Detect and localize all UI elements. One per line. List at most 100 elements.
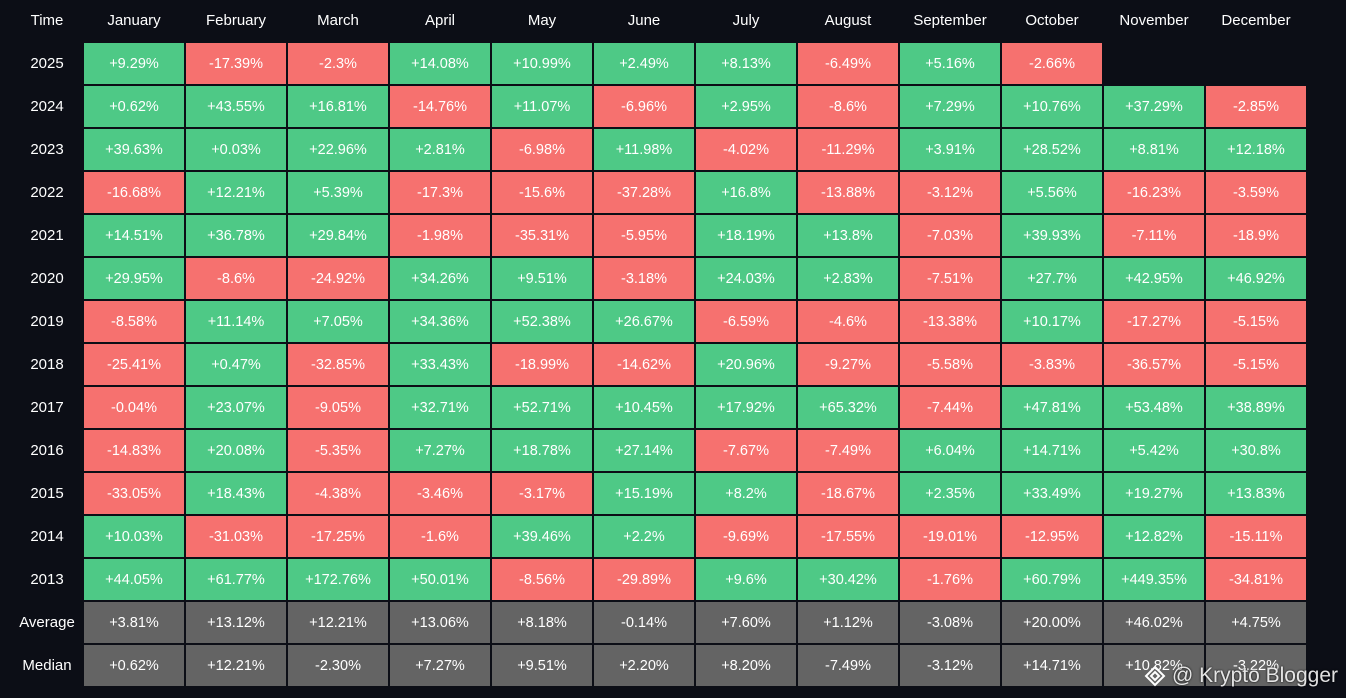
cell: -5.15%: [1206, 344, 1306, 385]
cell: -5.58%: [900, 344, 1000, 385]
cell: -9.69%: [696, 516, 796, 557]
cell: +8.13%: [696, 43, 796, 84]
cell: -14.62%: [594, 344, 694, 385]
cell: +449.35%: [1104, 559, 1204, 600]
cell: -6.98%: [492, 129, 592, 170]
cell: +5.39%: [288, 172, 388, 213]
cell: +53.48%: [1104, 387, 1204, 428]
cell: +19.27%: [1104, 473, 1204, 514]
cell: +13.06%: [390, 602, 490, 643]
cell: +12.21%: [186, 645, 286, 686]
cell: -5.95%: [594, 215, 694, 256]
column-header: August: [824, 12, 872, 29]
row-label: 2024: [30, 98, 64, 115]
cell: -6.49%: [798, 43, 898, 84]
watermark: @ Krypto Blogger: [1144, 664, 1338, 688]
cell: +46.92%: [1206, 258, 1306, 299]
cell: +29.84%: [288, 215, 388, 256]
cell: +37.29%: [1104, 86, 1204, 127]
cell: +46.02%: [1104, 602, 1204, 643]
cell: +7.27%: [390, 645, 490, 686]
cell: -7.49%: [798, 430, 898, 471]
column-header: July: [732, 12, 760, 29]
cell: -4.02%: [696, 129, 796, 170]
cell: +2.81%: [390, 129, 490, 170]
cell: +23.07%: [186, 387, 286, 428]
cell: -17.25%: [288, 516, 388, 557]
cell: -8.6%: [798, 86, 898, 127]
cell: -7.49%: [798, 645, 898, 686]
cell: -18.99%: [492, 344, 592, 385]
cell: -17.39%: [186, 43, 286, 84]
cell: -16.23%: [1104, 172, 1204, 213]
cell: +14.71%: [1002, 645, 1102, 686]
cell: -3.08%: [900, 602, 1000, 643]
cell: +39.93%: [1002, 215, 1102, 256]
cell: +0.62%: [84, 645, 184, 686]
cell: +52.71%: [492, 387, 592, 428]
cell: -31.03%: [186, 516, 286, 557]
cell: -32.85%: [288, 344, 388, 385]
cell: +14.71%: [1002, 430, 1102, 471]
cell: -34.81%: [1206, 559, 1306, 600]
cell: -5.15%: [1206, 301, 1306, 342]
cell: -25.41%: [84, 344, 184, 385]
cell: -17.55%: [798, 516, 898, 557]
cell: +9.29%: [84, 43, 184, 84]
cell: +33.49%: [1002, 473, 1102, 514]
cell: -5.35%: [288, 430, 388, 471]
column-header: January: [107, 12, 161, 29]
cell: -2.66%: [1002, 43, 1102, 84]
cell: +9.51%: [492, 645, 592, 686]
cell: -12.95%: [1002, 516, 1102, 557]
column-header: Time: [30, 12, 64, 29]
cell: +7.29%: [900, 86, 1000, 127]
cell: +1.12%: [798, 602, 898, 643]
cell: +20.96%: [696, 344, 796, 385]
cell: -9.05%: [288, 387, 388, 428]
row-label: 2025: [30, 55, 64, 72]
row-label: 2013: [30, 571, 64, 588]
cell: +10.76%: [1002, 86, 1102, 127]
cell: +5.42%: [1104, 430, 1204, 471]
cell: +3.91%: [900, 129, 1000, 170]
cell: -35.31%: [492, 215, 592, 256]
cell: -7.67%: [696, 430, 796, 471]
cell: +65.32%: [798, 387, 898, 428]
cell: +39.46%: [492, 516, 592, 557]
cell: +11.07%: [492, 86, 592, 127]
cell: +9.51%: [492, 258, 592, 299]
cell: -4.6%: [798, 301, 898, 342]
cell: -3.22%: [1206, 645, 1306, 686]
cell: -17.3%: [390, 172, 490, 213]
cell: -3.12%: [900, 172, 1000, 213]
cell: +26.67%: [594, 301, 694, 342]
column-header: October: [1025, 12, 1079, 29]
cell: -16.68%: [84, 172, 184, 213]
cell: +52.38%: [492, 301, 592, 342]
cell: +18.78%: [492, 430, 592, 471]
cell: -7.03%: [900, 215, 1000, 256]
cell: -29.89%: [594, 559, 694, 600]
cell: +36.78%: [186, 215, 286, 256]
cell: -17.27%: [1104, 301, 1204, 342]
cell: -0.04%: [84, 387, 184, 428]
cell: -8.6%: [186, 258, 286, 299]
row-label: 2022: [30, 184, 64, 201]
cell: -2.85%: [1206, 86, 1306, 127]
cell: -18.67%: [798, 473, 898, 514]
cell: -24.92%: [288, 258, 388, 299]
cell: +3.81%: [84, 602, 184, 643]
column-header: November: [1119, 12, 1189, 29]
cell: +8.20%: [696, 645, 796, 686]
cell: +5.56%: [1002, 172, 1102, 213]
cell: +43.55%: [186, 86, 286, 127]
cell: -3.83%: [1002, 344, 1102, 385]
cell: -2.30%: [288, 645, 388, 686]
cell: -15.11%: [1206, 516, 1306, 557]
cell: -6.96%: [594, 86, 694, 127]
cell: +27.14%: [594, 430, 694, 471]
cell: -13.38%: [900, 301, 1000, 342]
cell: +30.42%: [798, 559, 898, 600]
row-label: 2018: [30, 356, 64, 373]
